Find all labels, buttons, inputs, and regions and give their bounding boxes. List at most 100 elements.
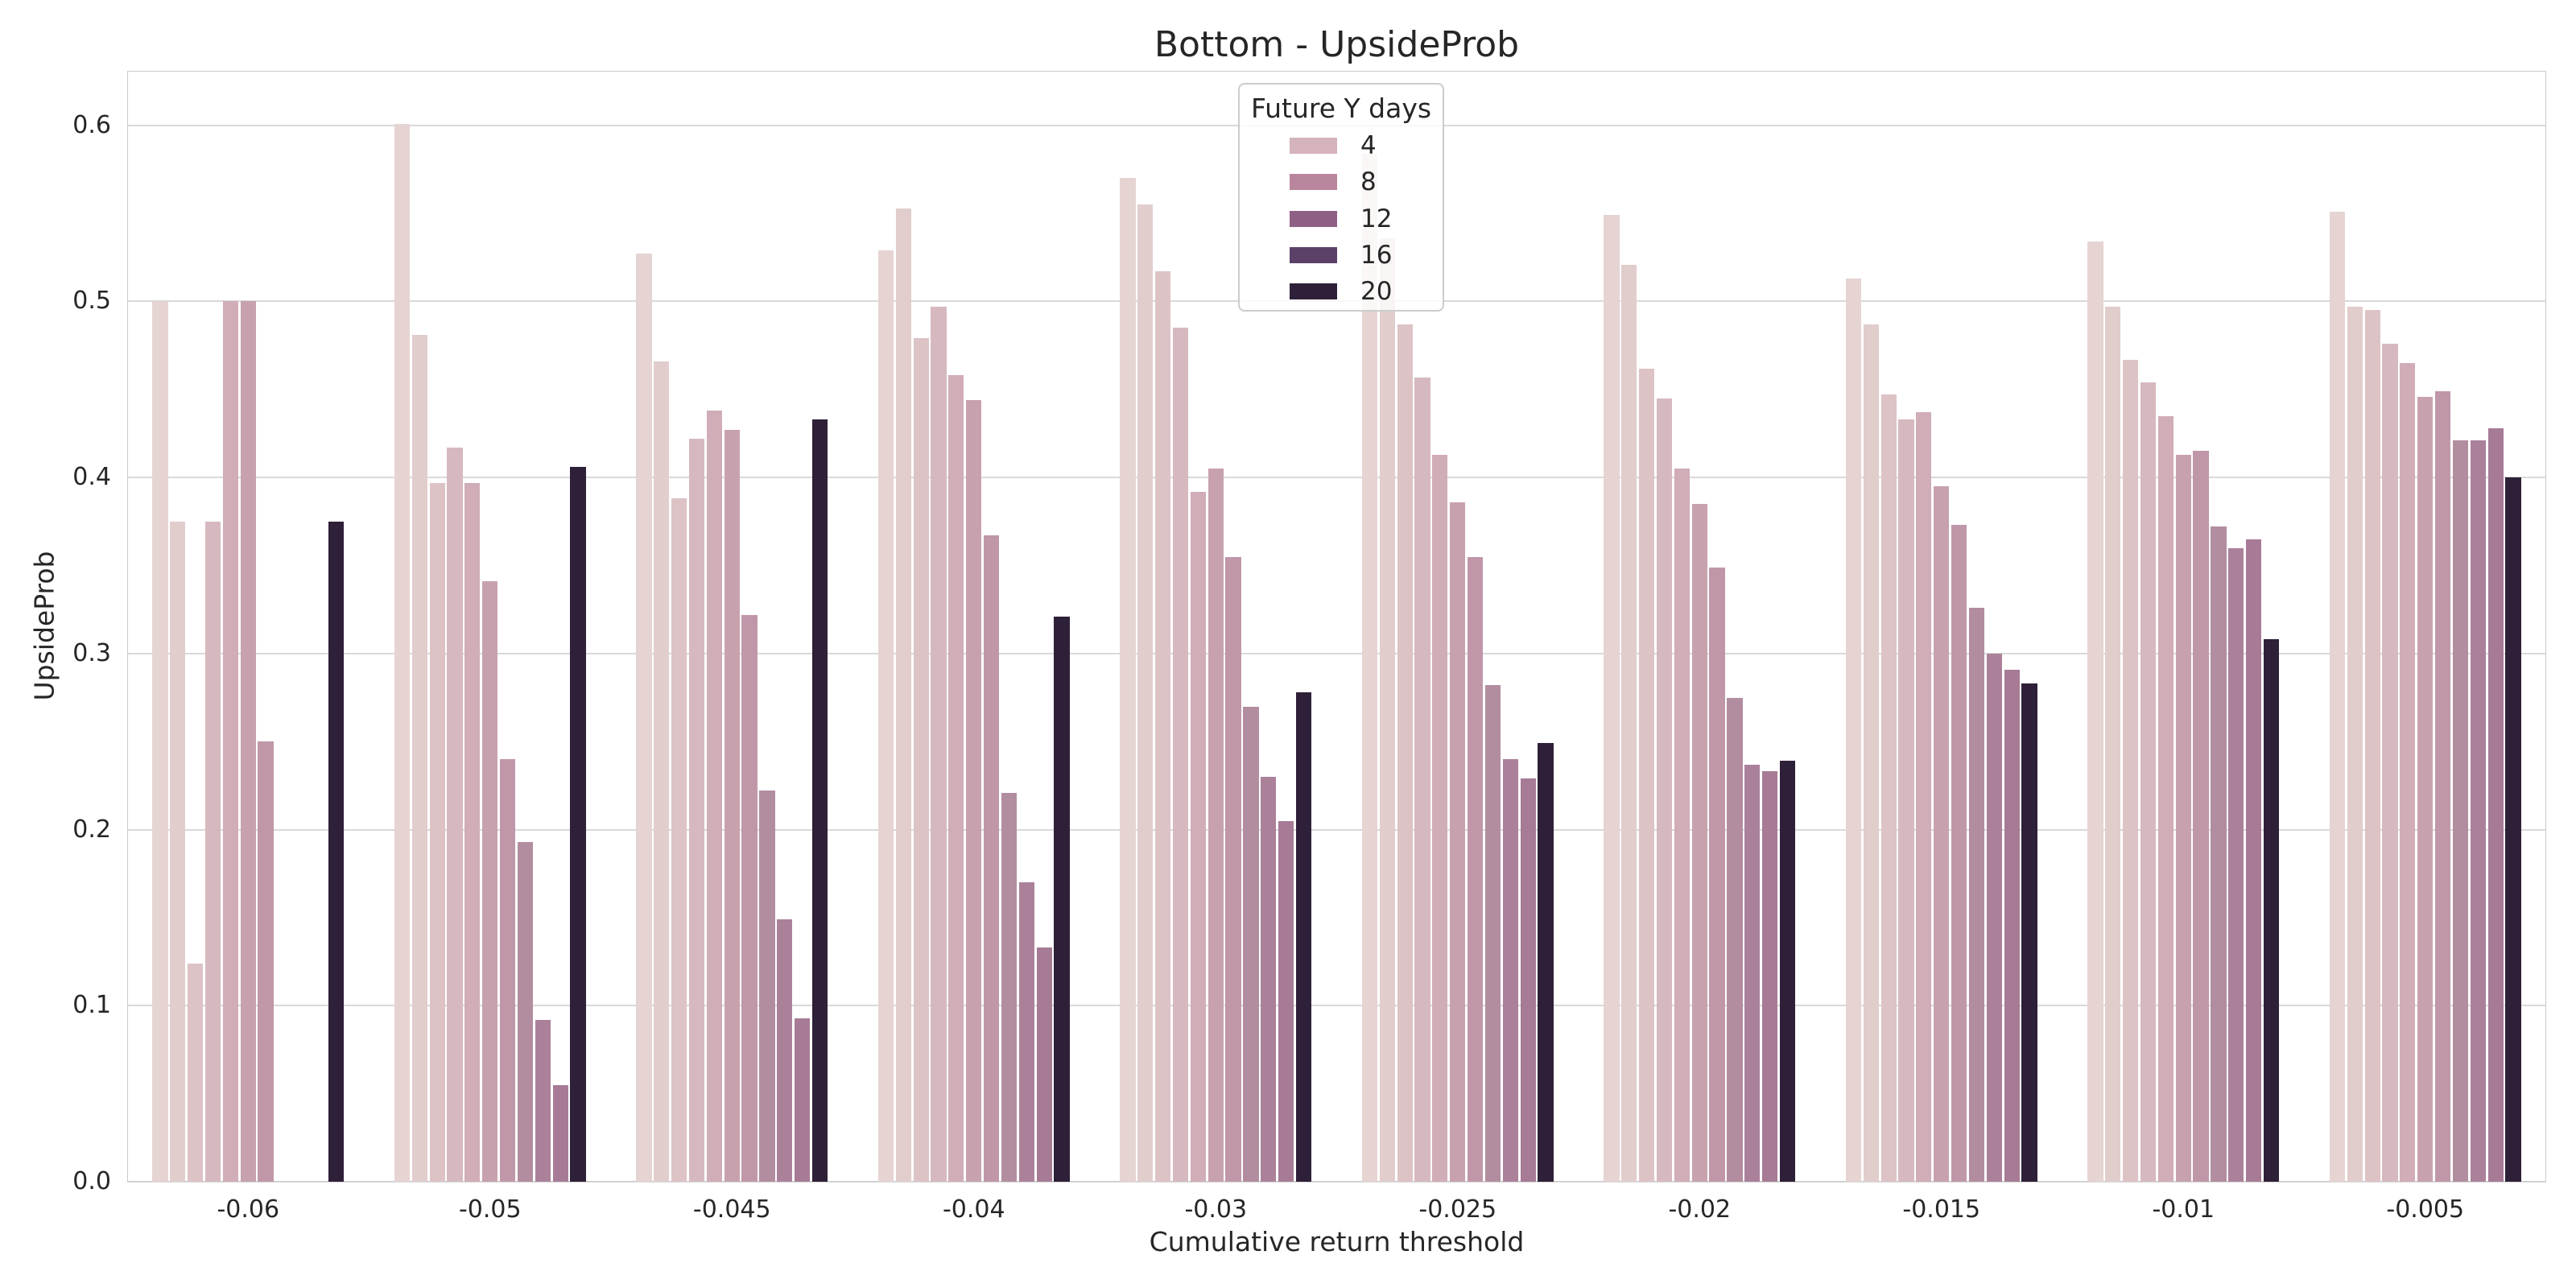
bar--0.045-day13 [795, 1018, 811, 1182]
bar--0.03-day9 [1208, 469, 1224, 1182]
x-tick-label: -0.005 [2386, 1195, 2465, 1224]
y-tick-label: 0.6 [72, 110, 111, 139]
bar--0.03-day10 [1225, 556, 1241, 1182]
bar--0.015-day5 [1863, 324, 1879, 1182]
bar--0.02-day8 [1674, 469, 1690, 1182]
legend-entry-12: 12 [1290, 204, 1392, 233]
bar--0.03-day6 [1155, 271, 1171, 1182]
bar--0.01-day5 [2105, 307, 2121, 1182]
bar--0.005-day20 [2505, 477, 2521, 1182]
bar--0.04-day5 [895, 208, 911, 1182]
chart-title: Bottom - UpsideProb [1154, 24, 1520, 65]
bar--0.02-day6 [1639, 368, 1655, 1182]
legend-swatch-icon [1290, 138, 1337, 154]
bar--0.06-day4 [152, 301, 168, 1182]
legend-entry-16: 16 [1290, 241, 1392, 270]
bar--0.06-day8 [222, 301, 238, 1182]
x-tick-label: -0.04 [942, 1195, 1005, 1224]
x-tick-label: -0.015 [1902, 1195, 1981, 1224]
bar--0.01-day9 [2175, 454, 2191, 1182]
bar--0.045-day11 [759, 791, 775, 1182]
bar--0.025-day11 [1484, 685, 1501, 1182]
bar--0.02-day4 [1604, 215, 1620, 1182]
bar--0.005-day11 [2452, 440, 2469, 1182]
bar--0.05-day12 [535, 1019, 551, 1182]
bar--0.01-day13 [2246, 539, 2262, 1182]
bar--0.04-day8 [948, 375, 964, 1182]
bar--0.005-day10 [2434, 391, 2451, 1182]
bar--0.05-day5 [411, 335, 427, 1182]
bar--0.015-day6 [1880, 394, 1897, 1182]
legend-label: 8 [1360, 167, 1377, 197]
legend-swatch-icon [1290, 174, 1337, 191]
bar--0.045-day8 [706, 411, 722, 1182]
legend-label: 16 [1360, 240, 1393, 270]
bar--0.04-day20 [1054, 616, 1070, 1182]
bar--0.025-day6 [1397, 324, 1413, 1182]
bar--0.05-day13 [552, 1084, 568, 1182]
legend-entry-4: 4 [1290, 131, 1377, 160]
bar--0.05-day6 [429, 482, 445, 1182]
legend-swatch-icon [1290, 210, 1337, 227]
bar--0.04-day13 [1036, 947, 1052, 1182]
bar--0.01-day7 [2140, 382, 2157, 1182]
bar--0.04-day7 [931, 307, 947, 1182]
bar--0.03-day11 [1243, 706, 1259, 1182]
bar--0.045-day20 [811, 419, 828, 1182]
legend-entry-8: 8 [1290, 167, 1377, 196]
bar--0.01-day4 [2087, 242, 2103, 1182]
x-tick-label: -0.025 [1418, 1195, 1497, 1224]
bar--0.06-day5 [170, 521, 186, 1182]
x-tick-label: -0.05 [458, 1195, 522, 1224]
bar--0.015-day9 [1934, 486, 1950, 1182]
bar--0.06-day7 [204, 521, 221, 1182]
bar--0.04-day4 [877, 250, 894, 1182]
bar--0.015-day7 [1898, 419, 1914, 1182]
bar--0.02-day10 [1709, 567, 1725, 1182]
bar--0.005-day4 [2329, 211, 2346, 1182]
bar--0.025-day5 [1379, 237, 1395, 1182]
legend-label: 20 [1360, 277, 1393, 307]
bar--0.01-day12 [2228, 547, 2244, 1182]
legend-label: 12 [1360, 204, 1393, 233]
bar--0.025-day4 [1361, 153, 1378, 1182]
bar--0.005-day5 [2347, 307, 2363, 1182]
bar--0.03-day4 [1120, 178, 1136, 1182]
gridline-y-0.2 [127, 828, 2546, 831]
y-tick-label: 0.2 [72, 815, 111, 844]
bar--0.02-day13 [1762, 771, 1778, 1182]
bar--0.06-day20 [328, 521, 345, 1182]
bar--0.015-day4 [1845, 279, 1862, 1182]
gridline-y-0.1 [127, 1005, 2546, 1007]
bar--0.01-day11 [2211, 526, 2227, 1182]
bar--0.02-day12 [1744, 764, 1761, 1182]
bar--0.015-day11 [1968, 608, 1985, 1182]
bar--0.04-day9 [966, 399, 982, 1182]
bar--0.015-day10 [1951, 525, 1967, 1182]
bar--0.015-day20 [2021, 683, 2037, 1182]
x-tick-label: -0.045 [692, 1195, 771, 1224]
bar--0.04-day11 [1001, 792, 1018, 1182]
bar--0.03-day13 [1278, 820, 1294, 1182]
gridline-y-0.3 [127, 652, 2546, 654]
bar--0.025-day20 [1538, 743, 1554, 1182]
bar--0.045-day9 [724, 430, 740, 1182]
bar--0.005-day8 [2400, 363, 2416, 1182]
bar--0.045-day5 [654, 361, 670, 1182]
bar--0.05-day20 [570, 467, 586, 1182]
bar--0.03-day7 [1172, 328, 1189, 1182]
legend: Future Y days 4 8 12 16 20 [1238, 83, 1444, 312]
y-tick-label: 0.5 [72, 287, 111, 316]
y-tick-label: 0.4 [72, 463, 111, 492]
bar--0.05-day7 [447, 448, 463, 1182]
bar--0.03-day8 [1190, 491, 1206, 1182]
bar--0.02-day7 [1656, 398, 1673, 1182]
bar--0.045-day6 [671, 498, 687, 1182]
legend-entry-20: 20 [1290, 277, 1392, 306]
x-tick-label: -0.01 [2152, 1195, 2215, 1224]
bar--0.06-day9 [240, 301, 256, 1182]
bar--0.005-day12 [2470, 440, 2486, 1182]
bar--0.03-day12 [1261, 776, 1277, 1182]
legend-swatch-icon [1290, 246, 1337, 263]
